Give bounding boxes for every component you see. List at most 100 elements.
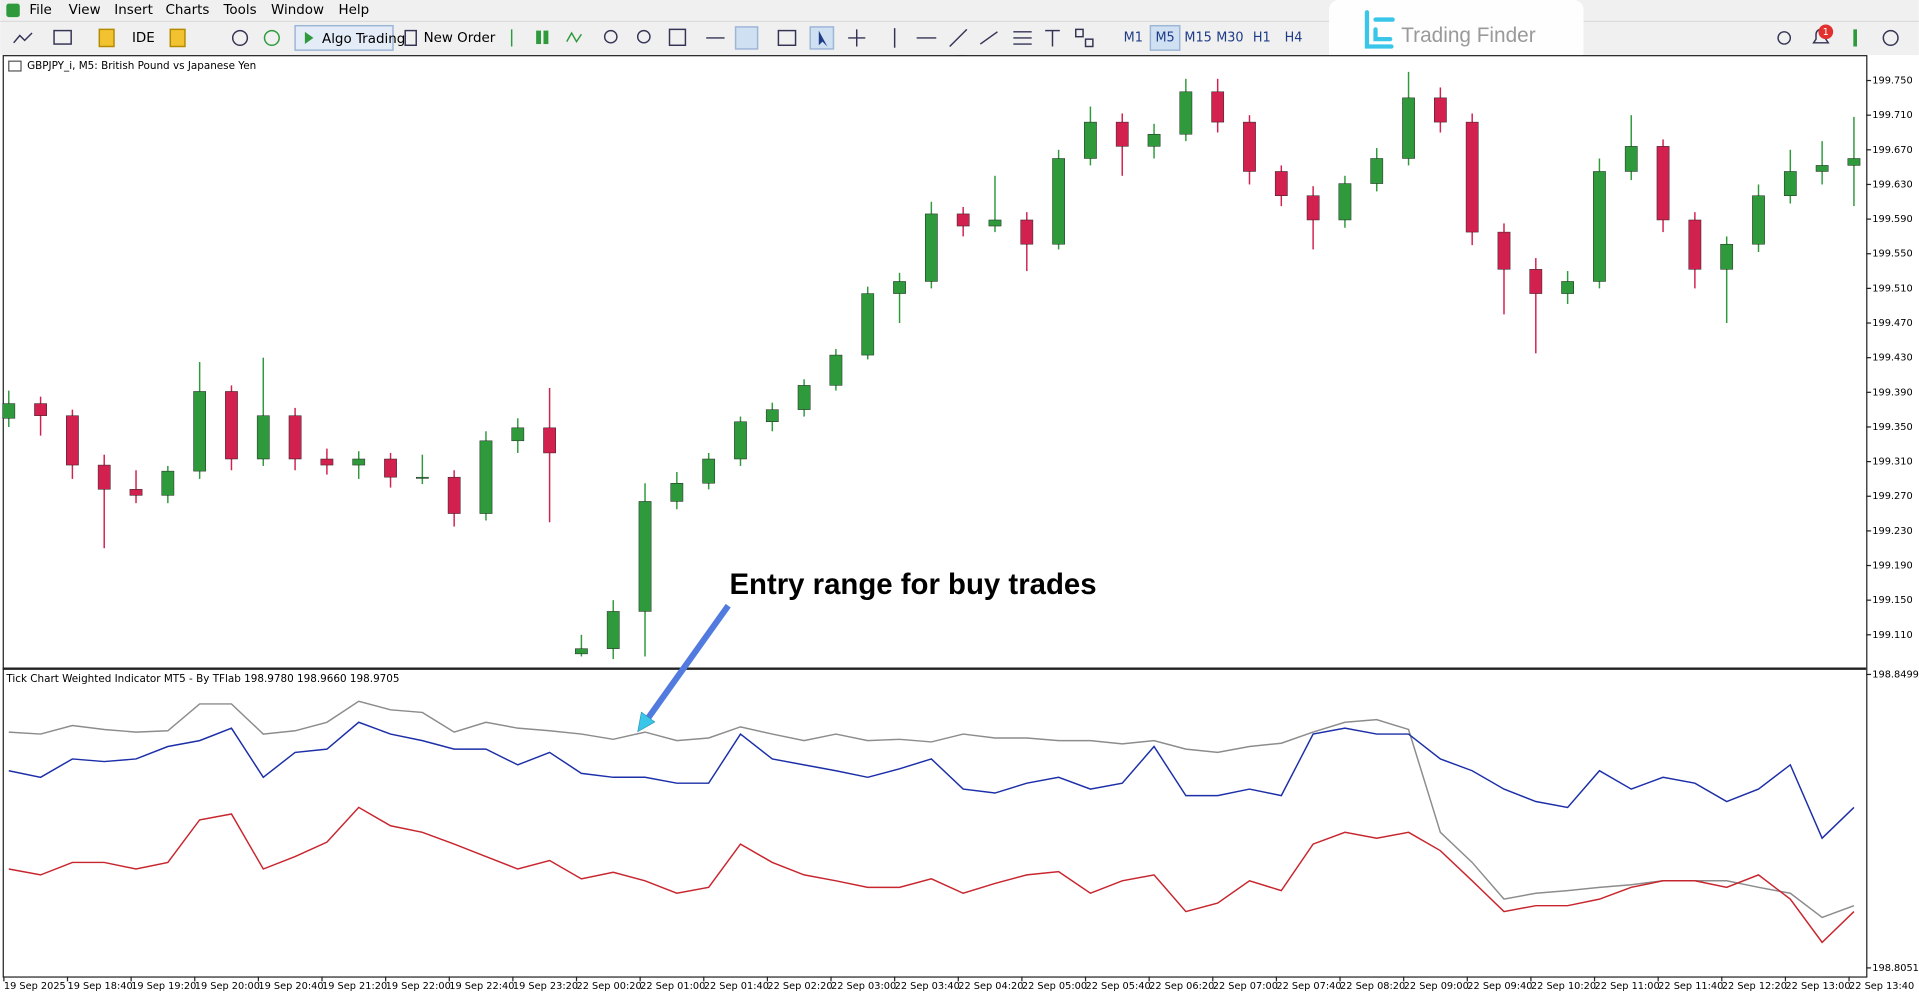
y-tick-label: 199.430 bbox=[1872, 353, 1912, 364]
plot bbox=[2, 71, 1872, 982]
timeframe[interactable]: M30 bbox=[1216, 30, 1243, 45]
brand-name: Trading Finder bbox=[1401, 24, 1536, 47]
algo-trading-label[interactable]: Algo Trading bbox=[322, 32, 405, 47]
ide-label[interactable]: IDE bbox=[132, 31, 155, 46]
candle-body bbox=[1084, 121, 1097, 159]
candle-body bbox=[1720, 243, 1734, 270]
x-tick-label: 22 Sep 11:40 bbox=[1658, 981, 1723, 992]
brand-box bbox=[1329, 0, 1584, 67]
x-tick-label: 22 Sep 07:40 bbox=[1276, 981, 1341, 992]
chart-frame bbox=[2, 55, 1868, 978]
y-tick-label: 199.270 bbox=[1872, 491, 1912, 502]
tool-icon[interactable] bbox=[98, 28, 115, 48]
tool-icon[interactable] bbox=[949, 28, 968, 48]
menu-item[interactable]: Help bbox=[339, 3, 370, 18]
tool-icon[interactable] bbox=[1075, 28, 1084, 38]
x-tick-label: 22 Sep 02:20 bbox=[767, 981, 832, 992]
candle-body bbox=[1020, 219, 1034, 245]
candle-body bbox=[34, 403, 47, 416]
candle-body bbox=[129, 489, 143, 496]
x-tick-label: 22 Sep 13:00 bbox=[1785, 981, 1850, 992]
tool-icon[interactable] bbox=[668, 28, 687, 47]
tool-icon[interactable] bbox=[734, 26, 759, 50]
menu-item[interactable]: Tools bbox=[222, 3, 256, 18]
candle-body bbox=[1624, 146, 1638, 172]
y-tick-label: 199.550 bbox=[1872, 249, 1912, 260]
candle-body bbox=[511, 427, 525, 442]
tool-icon[interactable] bbox=[536, 30, 542, 45]
notification-count: 1 bbox=[1823, 27, 1829, 38]
menu-item[interactable]: Insert bbox=[114, 3, 153, 18]
timeframe[interactable]: M1 bbox=[1124, 30, 1143, 45]
tool-icon[interactable] bbox=[169, 28, 186, 48]
tool-icon[interactable] bbox=[404, 29, 417, 47]
candle-body bbox=[1115, 121, 1129, 147]
notification-badge bbox=[1818, 24, 1834, 40]
user-icon[interactable] bbox=[1882, 29, 1899, 47]
x-tick-label: 22 Sep 13:40 bbox=[1849, 981, 1914, 992]
indicator-line bbox=[8, 806, 1855, 944]
candle-body bbox=[1656, 146, 1670, 221]
x-tick-label: 19 Sep 20:40 bbox=[258, 981, 323, 992]
menu-bar: File View Insert Charts Tools Window Help bbox=[29, 3, 369, 18]
candle-body bbox=[1179, 91, 1193, 135]
tool-icon[interactable] bbox=[979, 31, 998, 45]
timeframe-active[interactable] bbox=[1149, 24, 1181, 51]
menu-item[interactable]: Window bbox=[271, 3, 324, 18]
x-tick-label: 22 Sep 05:40 bbox=[1086, 981, 1151, 992]
menu-item[interactable]: View bbox=[69, 3, 101, 18]
y-tick-label: 199.110 bbox=[1872, 630, 1912, 641]
search-icon[interactable] bbox=[1777, 31, 1792, 45]
annotation-arrow bbox=[643, 603, 731, 723]
tool-icon[interactable] bbox=[1084, 38, 1094, 48]
indicator-line bbox=[8, 721, 1855, 840]
timeframe[interactable]: M15 bbox=[1184, 30, 1211, 45]
candle-body bbox=[1847, 158, 1861, 166]
annotation: Entry range for buy trades bbox=[729, 568, 1096, 601]
tool-icon[interactable] bbox=[263, 29, 280, 47]
x-tick-label: 19 Sep 22:40 bbox=[449, 981, 514, 992]
y-tick-label: 199.230 bbox=[1872, 526, 1912, 537]
candle-body bbox=[479, 440, 493, 514]
candle-body bbox=[1752, 195, 1765, 245]
tool-icon[interactable] bbox=[53, 29, 72, 45]
candle-body bbox=[638, 501, 652, 612]
candle-body bbox=[2, 403, 16, 419]
menu-item[interactable]: Charts bbox=[165, 3, 209, 18]
y-tick-label: 199.390 bbox=[1872, 387, 1912, 398]
y-tick-label: 198.8499 bbox=[1872, 669, 1919, 680]
candle-body bbox=[606, 611, 620, 649]
candle-body bbox=[384, 458, 397, 478]
tool-icon[interactable] bbox=[777, 29, 797, 47]
toolbar bbox=[13, 24, 1899, 51]
tool-icon[interactable] bbox=[566, 31, 583, 43]
chart-title: GBPJPY_i, M5: British Pound vs Japanese … bbox=[27, 60, 256, 72]
x-tick-label: 22 Sep 00:20 bbox=[577, 981, 642, 992]
candle-body bbox=[1211, 91, 1225, 123]
candle-body bbox=[702, 458, 716, 484]
x-tick-label: 19 Sep 2025 bbox=[4, 981, 66, 992]
x-tick-label: 22 Sep 01:40 bbox=[704, 981, 769, 992]
tool-icon[interactable] bbox=[231, 29, 249, 47]
tool-icon[interactable] bbox=[636, 29, 651, 44]
timeframe[interactable]: H4 bbox=[1285, 30, 1303, 45]
x-tick-label: 19 Sep 22:00 bbox=[386, 981, 451, 992]
tool-icon[interactable] bbox=[13, 32, 33, 44]
tool-icon[interactable] bbox=[543, 30, 549, 45]
menu-item[interactable]: File bbox=[29, 3, 51, 18]
timeframe[interactable]: H1 bbox=[1253, 30, 1271, 45]
candle-body bbox=[797, 385, 811, 410]
tool-icon[interactable] bbox=[603, 29, 618, 44]
x-tick-label: 19 Sep 21:20 bbox=[322, 981, 387, 992]
y-tick-label: 199.590 bbox=[1872, 214, 1912, 225]
new-order-label[interactable]: New Order bbox=[424, 31, 496, 46]
x-tick-label: 22 Sep 09:40 bbox=[1467, 981, 1532, 992]
candle-body bbox=[575, 648, 588, 655]
x-tick-label: 22 Sep 05:00 bbox=[1022, 981, 1087, 992]
candle-body bbox=[1370, 158, 1384, 184]
timeframe[interactable]: M5 bbox=[1155, 30, 1174, 45]
candle-body bbox=[161, 470, 175, 496]
y-tick-label: 199.350 bbox=[1872, 422, 1912, 433]
y-tick-label: 199.190 bbox=[1872, 561, 1912, 572]
y-tick-label: 199.150 bbox=[1872, 595, 1912, 606]
